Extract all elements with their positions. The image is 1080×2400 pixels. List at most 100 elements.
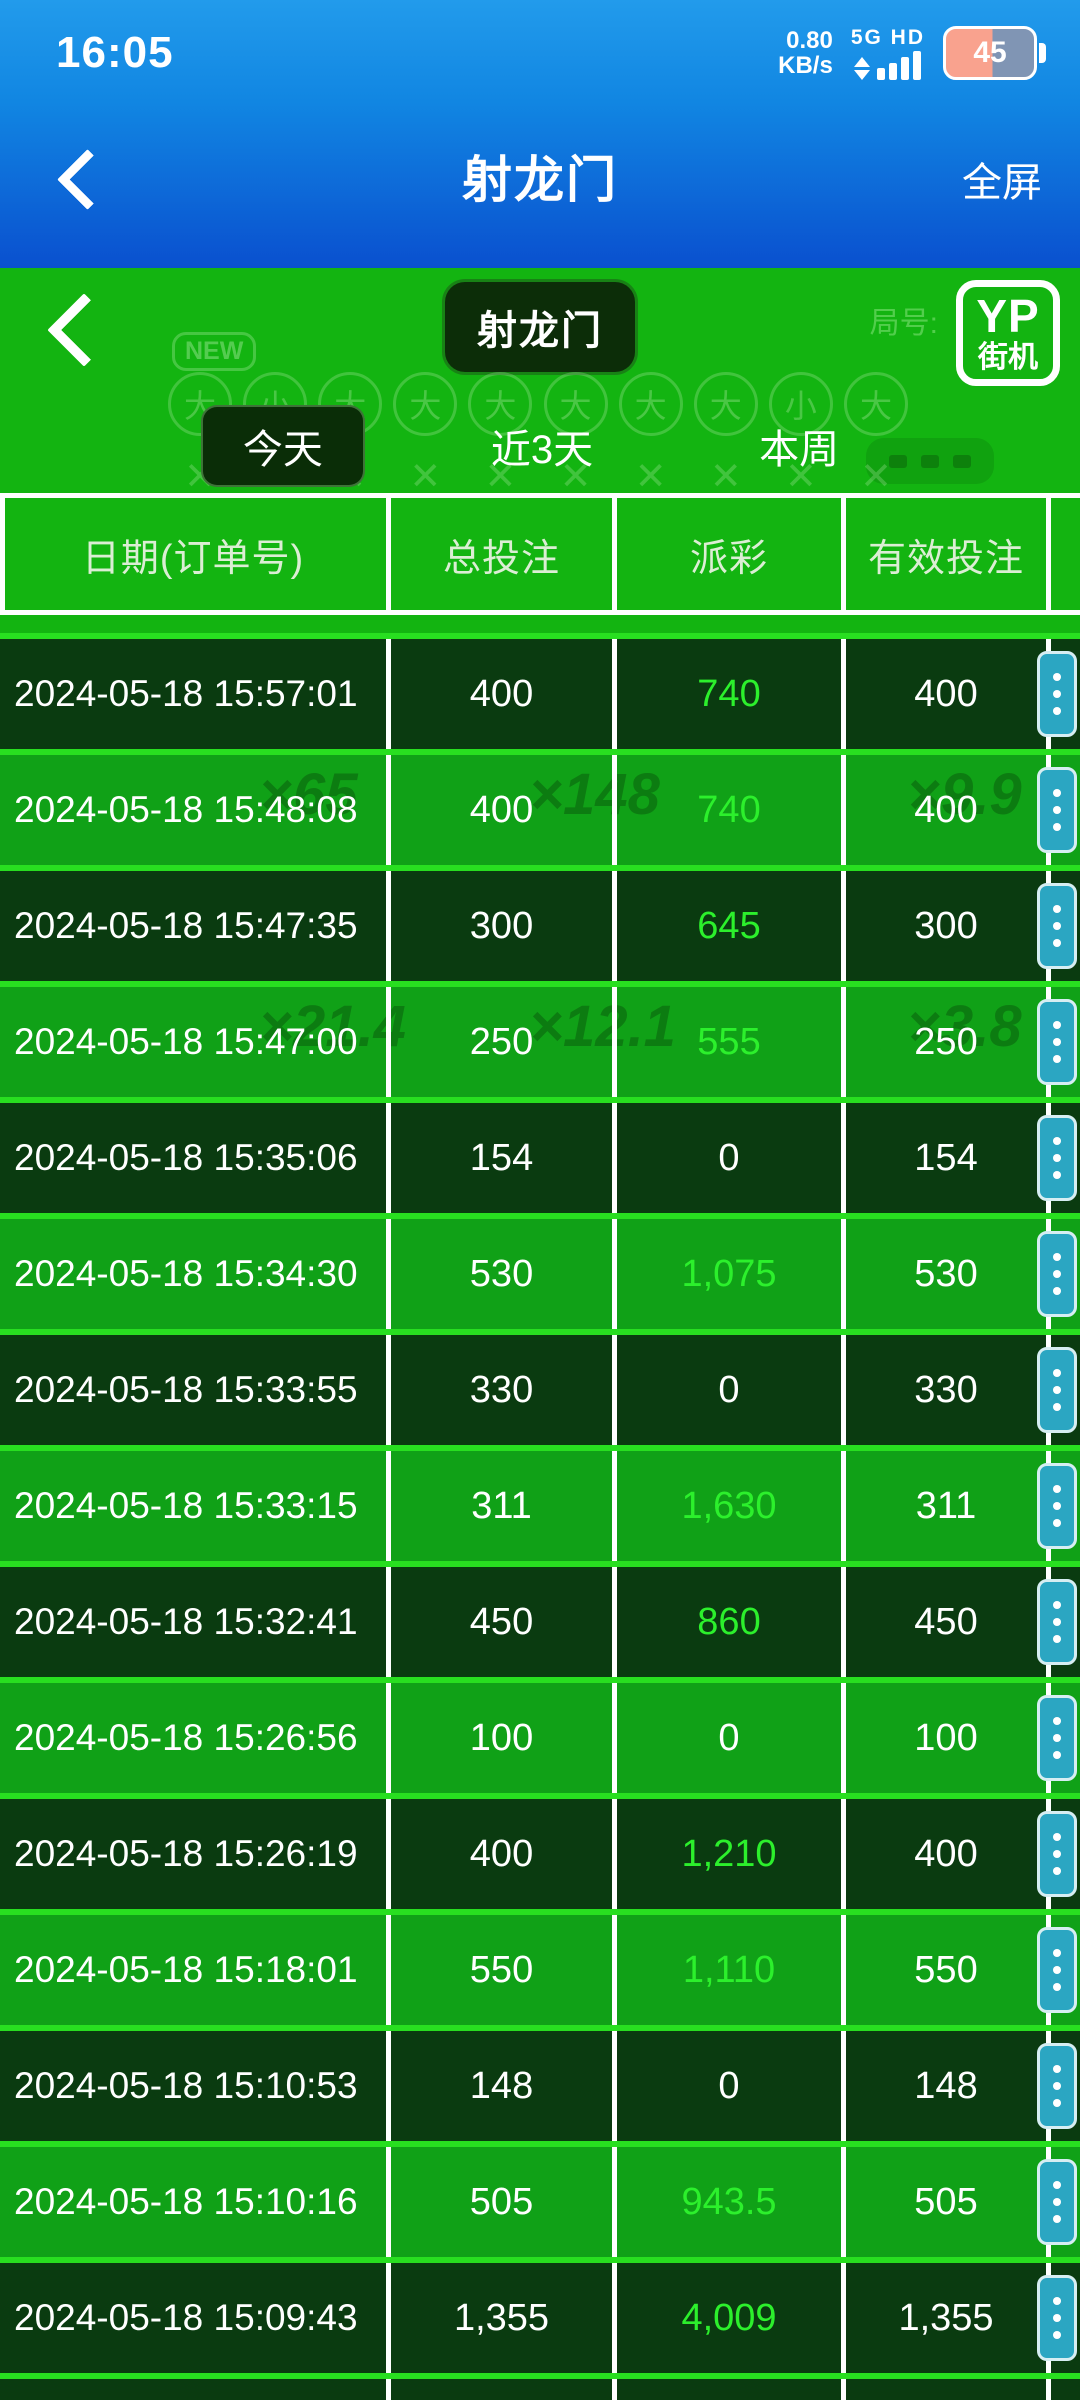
status-indicators: 0.80 KB/s 5G HD 45 [778,26,1046,80]
row-valid-bet: 100 [841,1683,1046,1793]
row-valid-bet: 505 [841,2147,1046,2257]
table-row: 2024-05-18 15:18:01 550 1,110 550 [0,1915,1080,2025]
col-date-order: 日期(订单号) [81,537,305,580]
row-actions-cell [1037,1451,1080,1561]
row-actions-cell [1037,2263,1080,2373]
top-blue-area: 16:05 0.80 KB/s 5G HD 45 [0,0,1080,268]
row-total-bet: 505 [386,2147,612,2257]
row-date: 2024-05-18 15:10:16 [14,2181,358,2222]
row-actions-cell [1037,1567,1080,1677]
row-valid-bet: 400 [841,1799,1046,1909]
table-body[interactable]: 2024-05-18 15:57:01 400 740 400 ×65 ×148 ×… [0,633,1080,2400]
row-payout: 1,210 [612,1799,841,1909]
row-more-button[interactable] [1037,2043,1077,2129]
game-back-button[interactable] [44,293,121,370]
row-total-bet: 100 [386,1683,612,1793]
row-more-button[interactable] [1037,1695,1077,1781]
fullscreen-button[interactable]: 全屏 [962,161,1042,205]
row-payout: 0 [612,2031,841,2141]
signal-bars-icon [877,50,922,80]
row-payout: 1,075 [612,1219,841,1329]
row-payout: 0 [612,1683,841,1793]
table-row: 2024-05-18 15:35:06 154 0 154 [0,1103,1080,1213]
row-valid-bet: 330 [841,1335,1046,1445]
row-date: 2024-05-18 15:10:53 [14,2065,358,2106]
nav-bar: 射龙门 全屏 [0,96,1080,268]
table-row: 2024-05-18 15:33:15 311 1,630 311 [0,1451,1080,1561]
background-multiplier-hints: ×65 ×148 ×9.9 [259,762,1022,827]
row-date: 2024-05-18 15:47:00 [14,1021,358,1062]
row-more-button[interactable] [1037,2275,1077,2361]
signal-indicator: 5G HD [851,27,925,80]
row-date: 2024-05-18 15:26:56 [14,1717,358,1758]
row-actions-cell [1037,2031,1080,2141]
row-more-button[interactable] [1037,1927,1077,2013]
tab-today[interactable]: 今天 [200,404,365,487]
row-date: 2024-05-18 15:48:08 [14,789,358,830]
table-row: ×65 ×148 ×9.9 2024-05-18 15:48:08 400 740 … [0,755,1080,865]
row-date: 2024-05-18 15:33:15 [14,1485,358,1526]
table-row: 2024-05-18 15:26:56 100 0 100 [0,1683,1080,1793]
row-actions-cell [1037,1799,1080,1909]
row-valid-bet: 148 [841,2031,1046,2141]
row-total-bet: 330 [386,1335,612,1445]
page-title: 射龙门 [462,152,618,208]
row-actions-cell [1037,1335,1080,1445]
row-total-bet: 311 [386,1451,612,1561]
row-more-button[interactable] [1037,1463,1077,1549]
arcade-logo: YP 街机 [956,280,1060,386]
arcade-logo-bottom: 街机 [978,341,1038,374]
table-row: 2024-05-18 15:32:41 450 860 450 [0,1567,1080,1677]
col-payout: 派彩 [612,498,841,610]
row-valid-bet: 550 [841,1915,1046,2025]
table-gap-strip [0,615,1080,633]
network-speed-value: 0.80 [786,27,833,54]
date-range-tabs: 今天 近3天 本周 [0,398,1080,493]
table-row: 2024-05-18 15:34:30 530 1,075 530 [0,1219,1080,1329]
row-total-bet: 300 [386,871,612,981]
vertical-ellipsis-icon [1053,1717,1061,1725]
background-multiplier-hints: ×21.4 ×12.1 ×3.8 [259,994,1022,1059]
row-valid-bet: 300 [841,871,1046,981]
row-total-bet: 154 [386,1103,612,1213]
row-payout [612,2379,841,2400]
tab-this-week[interactable]: 本周 [759,427,840,472]
row-payout: 555 [612,987,841,1097]
row-actions-cell [1037,1103,1080,1213]
battery-percent-label: 45 [973,36,1007,69]
row-more-button[interactable] [1037,1115,1077,1201]
row-more-button[interactable] [1037,999,1077,1085]
row-valid-bet: 530 [841,1219,1046,1329]
row-payout: 740 [612,755,841,865]
row-more-button[interactable] [1037,1231,1077,1317]
row-date: 2024-05-18 15:35:06 [14,1137,358,1178]
network-speed: 0.80 KB/s [778,28,833,78]
bet-history-table: 日期(订单号) 总投注 派彩 有效投注 2024-05-18 15:57:01 … [0,493,1080,2400]
row-date: 2024-05-18 15:26:19 [14,1833,358,1874]
row-total-bet [386,2379,612,2400]
row-payout: 943.5 [612,2147,841,2257]
row-payout: 740 [612,639,841,749]
vertical-ellipsis-icon [1053,1485,1061,1493]
row-more-button[interactable] [1037,767,1077,853]
row-more-button[interactable] [1037,2159,1077,2245]
table-row: 2024-05-18 15:09:43 1,355 4,009 1,355 [0,2263,1080,2373]
row-actions-cell [1037,2147,1080,2257]
row-total-bet: 400 [386,1799,612,1909]
row-valid-bet: 154 [841,1103,1046,1213]
row-total-bet: 1,355 [386,2263,612,2373]
battery-indicator: 45 [943,26,1046,80]
row-more-button[interactable] [1037,883,1077,969]
row-more-button[interactable] [1037,1347,1077,1433]
vertical-ellipsis-icon [1053,789,1061,797]
row-more-button[interactable] [1037,1811,1077,1897]
row-more-button[interactable] [1037,651,1077,737]
arcade-logo-top: YP [976,290,1040,342]
table-header: 日期(订单号) 总投注 派彩 有效投注 [0,493,1080,615]
row-total-bet: 400 [386,755,612,865]
vertical-ellipsis-icon [1053,2297,1061,2305]
row-more-button[interactable] [1037,1579,1077,1665]
row-actions-cell [1037,1915,1080,2025]
row-valid-bet: 400 [841,755,1046,865]
tab-last-3-days[interactable]: 近3天 [490,427,594,472]
